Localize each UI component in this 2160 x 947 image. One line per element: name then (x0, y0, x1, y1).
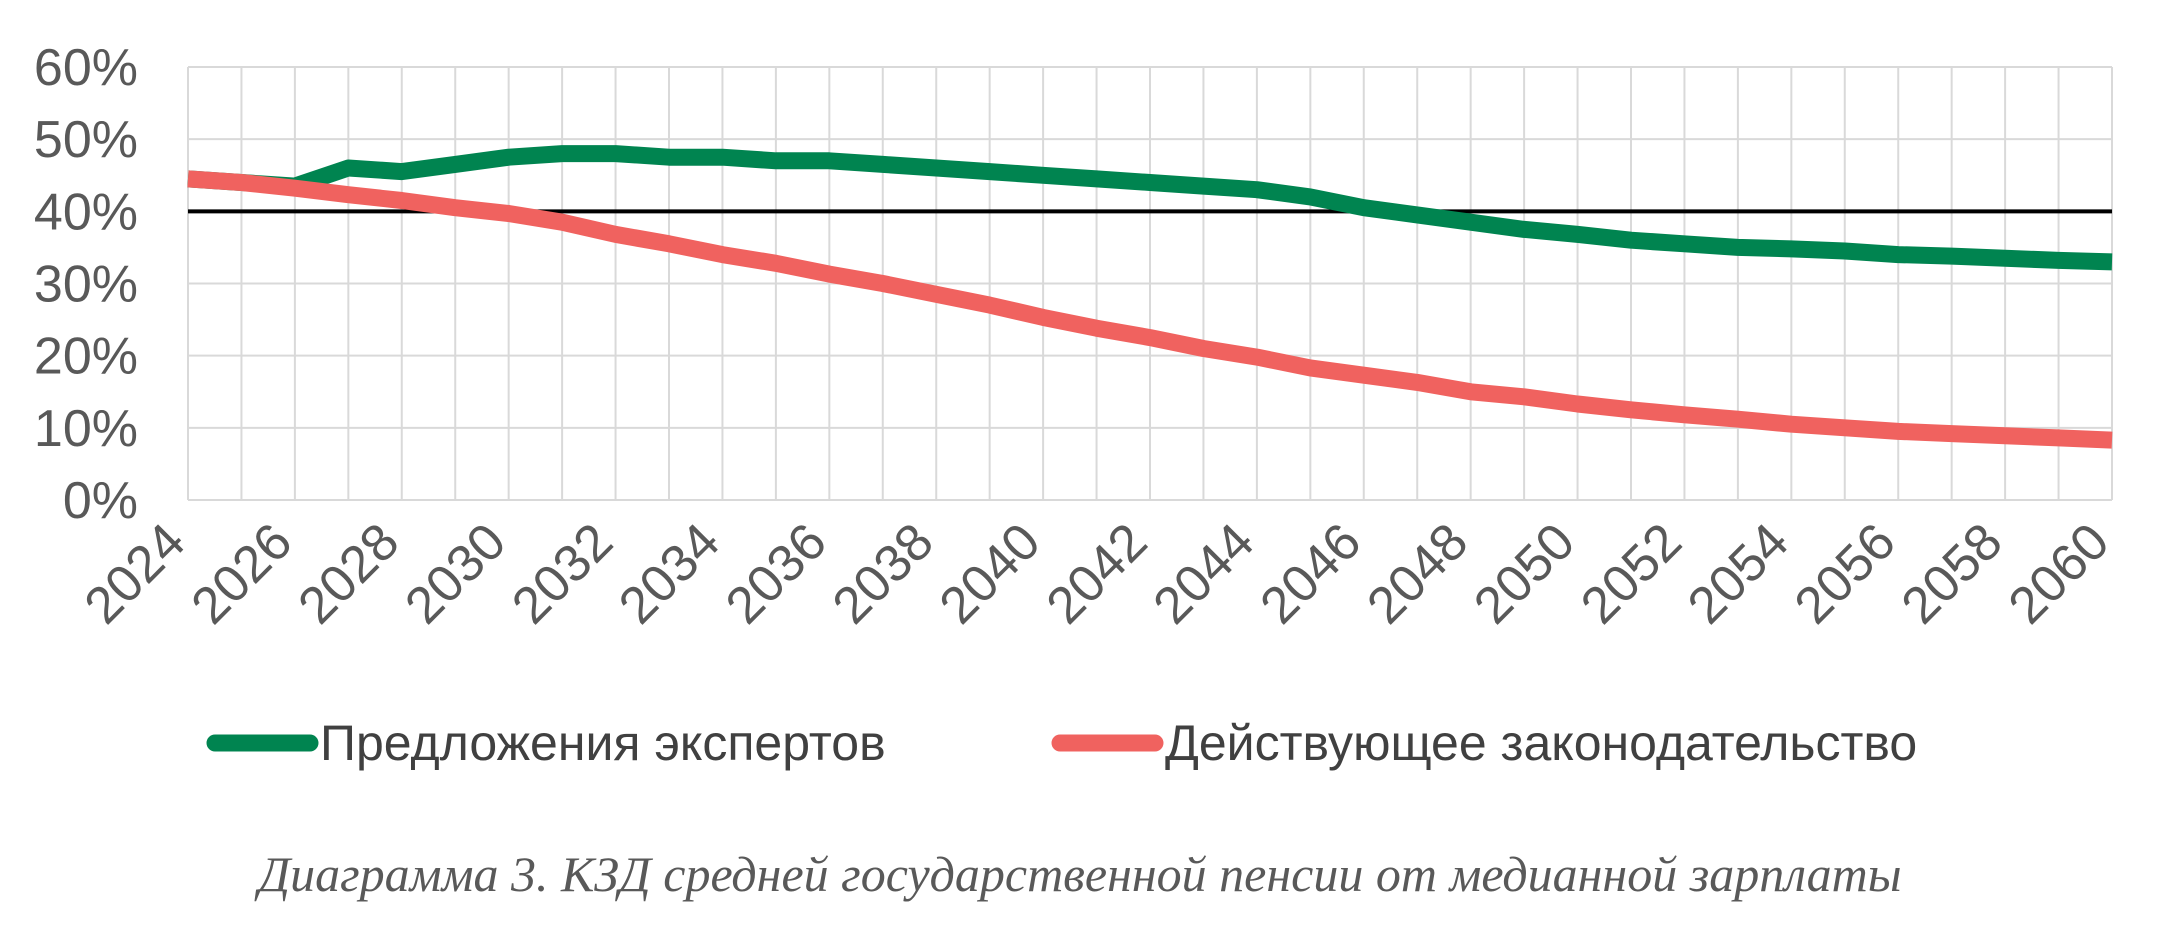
x-tick-label: 2050 (1463, 512, 1586, 635)
x-tick-label: 2054 (1677, 512, 1800, 635)
y-tick-label: 50% (34, 111, 138, 169)
x-tick-label: 2056 (1784, 512, 1907, 635)
y-tick-label: 0% (63, 472, 138, 530)
x-tick-label: 2024 (74, 512, 197, 635)
figure-caption: Диаграмма 3. КЗД средней государственной… (258, 846, 1902, 902)
x-tick-label: 2036 (715, 512, 838, 635)
legend-label-0: Предложения экспертов (320, 715, 886, 771)
y-tick-label: 10% (34, 400, 138, 458)
legend-label-1: Действующее законодательство (1165, 715, 1917, 771)
x-tick-label: 2052 (1570, 512, 1693, 635)
x-tick-label: 2038 (822, 512, 945, 635)
y-tick-label: 20% (34, 328, 138, 386)
series-line-1 (187, 170, 2113, 449)
x-tick-label: 2030 (394, 512, 517, 635)
x-tick-label: 2034 (608, 512, 731, 635)
chart: 0%10%20%30%40%50%60% 2024202620282030203… (34, 39, 2121, 771)
grid (187, 66, 2113, 501)
series-line-0 (187, 145, 2113, 271)
x-axis-ticks: 2024202620282030203220342036203820402042… (74, 512, 2121, 635)
x-tick-label: 2058 (1891, 512, 2014, 635)
y-tick-label: 30% (34, 256, 138, 314)
x-tick-label: 2044 (1143, 512, 1266, 635)
x-tick-label: 2028 (287, 512, 410, 635)
y-tick-label: 40% (34, 183, 138, 241)
x-tick-label: 2046 (1249, 512, 1372, 635)
x-tick-label: 2026 (181, 512, 304, 635)
x-tick-label: 2042 (1036, 512, 1159, 635)
x-tick-label: 2032 (501, 512, 624, 635)
x-tick-label: 2048 (1356, 512, 1479, 635)
x-tick-label: 2060 (1998, 512, 2121, 635)
y-axis-ticks: 0% 10% 20% 30% 40% 50% 60% (34, 39, 138, 530)
legend: Предложения экспертов Действующее законод… (206, 715, 1917, 771)
y-tick-label: 60% (34, 39, 138, 97)
x-tick-label: 2040 (929, 512, 1052, 635)
series-group (187, 145, 2113, 449)
